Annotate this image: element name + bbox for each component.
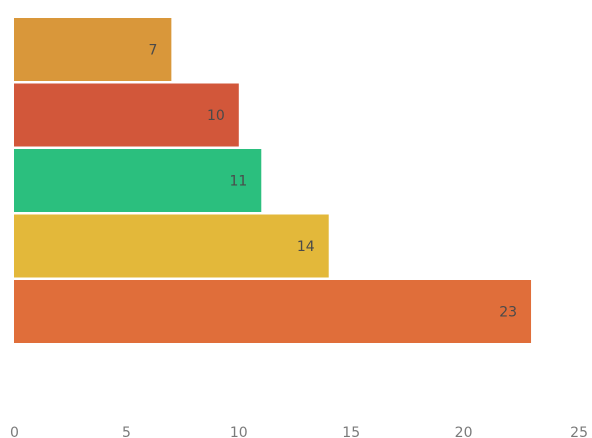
x-tick-label-15: 15	[342, 425, 360, 438]
bar-value-label-2: 10	[207, 108, 225, 124]
x-tick-label-20: 20	[455, 425, 473, 438]
x-axis-ticks: 0 5 10 15 20 25	[10, 425, 588, 438]
x-tick-label-5: 5	[122, 425, 131, 438]
bar-2	[14, 83, 239, 147]
bar-4	[14, 214, 329, 278]
bars-group	[14, 18, 532, 343]
bar-5	[14, 280, 532, 343]
bar-value-label-1: 7	[148, 43, 157, 59]
x-tick-label-25: 25	[570, 425, 588, 438]
bar-value-label-5: 23	[499, 305, 517, 321]
bar-3	[14, 149, 262, 212]
bar-1	[14, 18, 172, 81]
value-labels-group: 7 10 11 14 23	[148, 43, 517, 321]
bar-value-label-3: 11	[229, 174, 247, 190]
x-tick-label-0: 0	[10, 425, 19, 438]
x-tick-label-10: 10	[230, 425, 248, 438]
bar-value-label-4: 14	[297, 239, 315, 255]
